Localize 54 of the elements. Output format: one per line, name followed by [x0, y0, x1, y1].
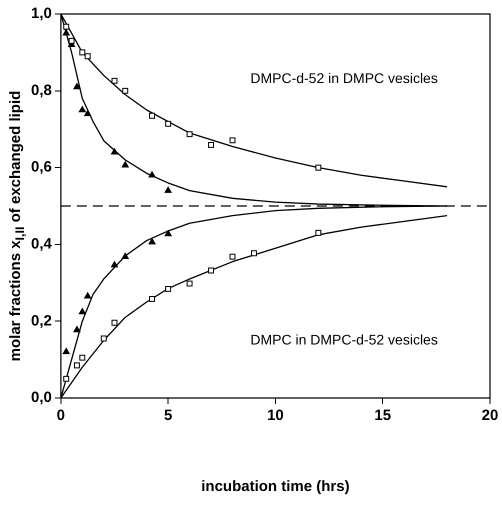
point	[78, 308, 86, 314]
y-tick-label: 0,8	[30, 82, 52, 99]
y-tick-label: 0,6	[30, 158, 52, 176]
x-tick-label: 15	[374, 407, 392, 424]
point	[122, 252, 129, 259]
point	[62, 29, 70, 36]
point	[230, 137, 236, 144]
point	[122, 88, 128, 94]
point	[186, 280, 193, 287]
point	[165, 120, 172, 127]
point	[79, 49, 86, 56]
y-tick-label: 1,0	[30, 5, 52, 22]
point	[250, 250, 257, 256]
point	[63, 376, 70, 382]
y-tick-label: 0,0	[30, 389, 52, 406]
point	[110, 148, 118, 154]
x-axis-title: incubation time (hrs)	[201, 478, 350, 496]
point	[73, 82, 80, 90]
point	[315, 164, 322, 171]
point	[84, 292, 92, 298]
point	[164, 186, 172, 193]
point	[62, 348, 70, 354]
point	[208, 268, 214, 274]
point	[63, 24, 70, 30]
point	[148, 238, 156, 244]
point	[110, 261, 118, 268]
x-tick-label: 20	[482, 407, 498, 424]
point	[208, 142, 214, 148]
point	[112, 78, 118, 84]
point	[164, 230, 172, 236]
point	[74, 362, 80, 368]
point	[100, 336, 107, 342]
point	[78, 106, 86, 112]
point	[84, 53, 91, 60]
point	[84, 110, 92, 116]
point	[73, 326, 80, 332]
x-tick-label: 5	[164, 407, 172, 424]
y-tick-label: 0,4	[30, 236, 52, 253]
x-tick-label: 0	[56, 407, 66, 424]
y-tick-label: 0,2	[30, 312, 52, 330]
point	[148, 171, 156, 178]
point	[230, 254, 236, 260]
point	[186, 131, 193, 138]
point	[315, 230, 322, 236]
point	[165, 286, 172, 292]
point	[122, 161, 129, 168]
point	[79, 354, 86, 361]
point	[68, 38, 75, 44]
point	[149, 296, 156, 302]
point	[112, 320, 118, 326]
point	[149, 112, 156, 119]
annotation: DMPC in DMPC-d-52 vesicles	[250, 331, 438, 348]
x-tick-label: 10	[267, 407, 284, 424]
annotation: DMPC-d-52 in DMPC vesicles	[250, 70, 438, 86]
